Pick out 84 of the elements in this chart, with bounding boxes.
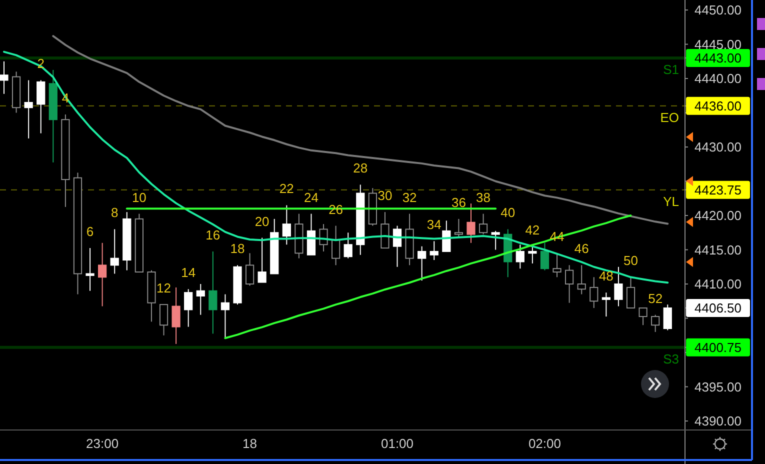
- candlestick: [282, 204, 291, 246]
- candlestick: [663, 304, 672, 331]
- candlestick: [442, 220, 451, 252]
- x-tick-label: 18: [242, 436, 258, 451]
- candlestick: [36, 80, 46, 134]
- text: 18: [230, 241, 245, 256]
- candlestick: [430, 240, 438, 261]
- candlestick: [24, 80, 33, 139]
- text: 22: [279, 181, 294, 196]
- ref-line-label: EO: [660, 110, 679, 125]
- x-tick-label: 02:00: [528, 436, 562, 451]
- ref-line-label: S1: [663, 62, 679, 77]
- text: 28: [353, 160, 368, 176]
- y-tick-label: 4423.75: [694, 182, 742, 198]
- text: 12: [156, 280, 171, 296]
- y-tick-label: 4430.00: [694, 140, 742, 155]
- candlestick: [344, 232, 352, 259]
- candlestick: [208, 250, 218, 334]
- y-tick-label: 4445.00: [694, 36, 742, 52]
- candlestick: [552, 252, 562, 278]
- y-tick-label: 4436.00: [694, 98, 742, 114]
- candlestick: [332, 225, 340, 266]
- candlestick: [466, 203, 476, 244]
- candlestick: [516, 244, 524, 270]
- text: 42: [525, 222, 540, 238]
- candlestick: [638, 307, 648, 326]
- candlestick: [306, 213, 316, 256]
- y-tick-label: 4450.00: [694, 2, 742, 18]
- text: 38: [476, 190, 491, 205]
- text: 50: [624, 253, 638, 268]
- text: 36: [451, 194, 466, 210]
- candlestick: [220, 294, 230, 340]
- y-tick-label: 4415.00: [694, 242, 742, 258]
- candlestick: [258, 237, 266, 283]
- candlestick: [528, 246, 537, 264]
- text: 6: [86, 224, 94, 240]
- candlestick: [86, 248, 94, 292]
- text: 20: [254, 214, 270, 229]
- candlestick: [184, 288, 193, 328]
- candlestick: [454, 218, 464, 238]
- y-tick-label: 4395.00: [694, 379, 742, 394]
- y-tick-label: 4443.00: [694, 50, 742, 66]
- text: 10: [132, 190, 146, 205]
- candlestick: [196, 284, 205, 316]
- candlestick: [540, 242, 550, 271]
- ref-line-label: YL: [663, 194, 679, 209]
- candlestick: [626, 276, 636, 308]
- y-tick-label: 4406.50: [694, 300, 742, 316]
- text: 16: [206, 227, 220, 242]
- candlestick: [491, 230, 500, 250]
- candlestick: [651, 314, 660, 332]
- candlestick: [590, 276, 598, 308]
- text: 48: [598, 268, 614, 284]
- candlestick: [577, 264, 586, 295]
- y-tick-label: 4440.00: [694, 71, 742, 86]
- y-tick-label: 4400.75: [694, 340, 742, 355]
- text: 8: [110, 205, 118, 220]
- text: 52: [648, 290, 663, 306]
- text: 46: [574, 241, 589, 256]
- y-tick-label: 4390.00: [694, 414, 742, 429]
- candlestick: [0, 60, 8, 94]
- candlestick: [380, 212, 390, 249]
- candlestick: [98, 242, 107, 307]
- ref-line-label: S3: [663, 351, 679, 366]
- candlestick: [110, 228, 119, 274]
- candlestick: [418, 246, 426, 282]
- text: 14: [181, 265, 196, 280]
- text: 24: [304, 190, 318, 205]
- candlestick: [159, 304, 168, 336]
- text: 34: [426, 217, 442, 232]
- candlestick: [602, 292, 610, 318]
- candlestick: [392, 225, 402, 268]
- y-tick-label: 4420.00: [694, 208, 742, 224]
- text: 40: [500, 205, 516, 220]
- candlestick: [478, 213, 488, 235]
- candlestick: [245, 252, 254, 286]
- x-tick-label: 23:00: [86, 436, 119, 451]
- candlestick: [565, 264, 574, 304]
- candlestick: [172, 286, 180, 344]
- text: 30: [378, 188, 392, 204]
- y-tick-label: 4410.00: [694, 276, 742, 292]
- candlestick: [614, 266, 623, 307]
- text: 32: [402, 190, 417, 205]
- x-tick-label: 01:00: [380, 436, 414, 451]
